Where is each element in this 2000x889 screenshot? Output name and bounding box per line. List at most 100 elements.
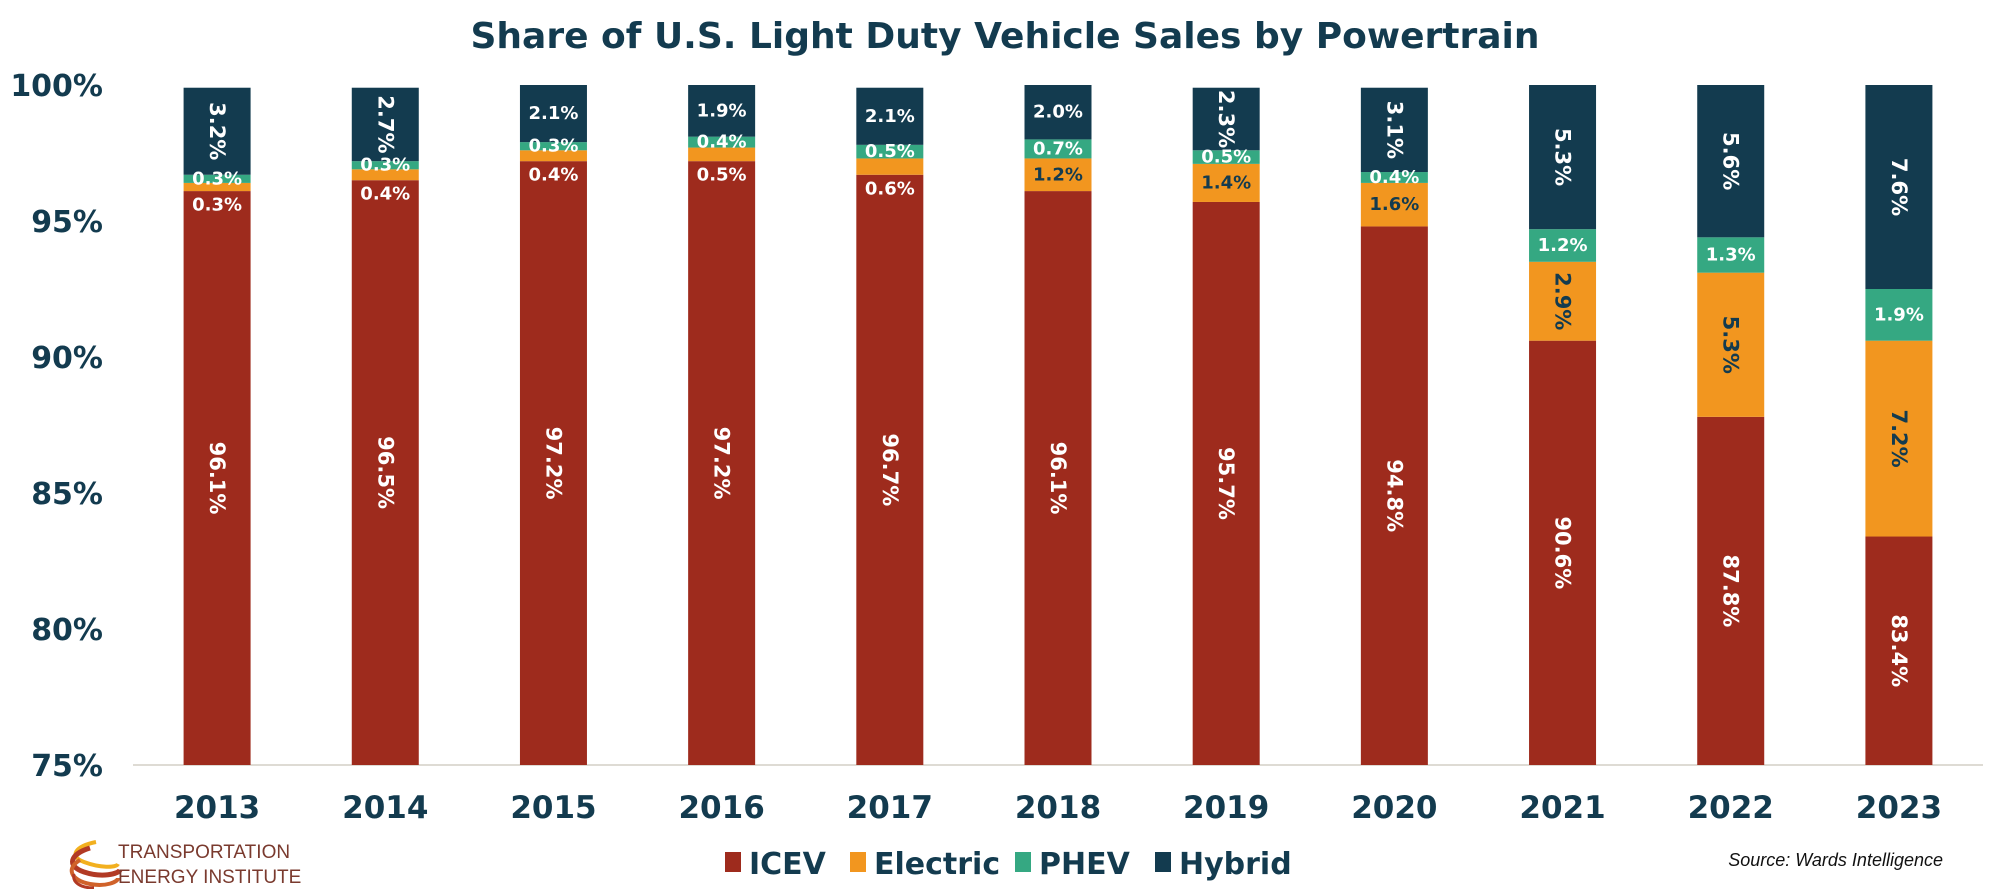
data-label-electric: 0.4% [528, 165, 578, 186]
data-label-icev: 90.6% [1551, 516, 1575, 589]
data-label-electric: 0.6% [865, 178, 915, 199]
bar-segment-electric [351, 169, 419, 181]
bar-stack-2023: 83.4% 7.2% 1.9% 7.6% [1865, 85, 1933, 765]
x-tick-label: 2014 [342, 790, 428, 826]
x-tick-label: 2022 [1688, 790, 1774, 826]
data-label-icev: 96.5% [373, 436, 397, 509]
bar-stack-2018: 96.1% 1.2% 0.7% 2.0% [1024, 85, 1092, 765]
logo-line2: ENERGY INSTITUTE [118, 867, 301, 888]
bar-segment-icev [856, 174, 924, 765]
bar-segment-icev [1024, 191, 1092, 765]
bar-segment-hybrid [351, 87, 419, 162]
bar-segment-electric [1192, 163, 1260, 202]
bar-segment-hybrid [1192, 87, 1260, 151]
bar-segment-icev [1529, 340, 1597, 765]
data-label-phev: 1.9% [1874, 304, 1924, 325]
data-label-phev: 1.3% [1706, 245, 1756, 266]
legend-swatch [725, 852, 741, 872]
logo-line1: TRANSPORTATION [118, 842, 290, 863]
x-tick-label: 2017 [847, 790, 933, 826]
bar-segment-electric [1024, 158, 1092, 192]
legend-label: PHEV [1039, 847, 1131, 882]
x-tick-label: 2018 [1015, 790, 1101, 826]
data-label-hybrid: 2.0% [1033, 102, 1083, 123]
data-label-icev: 95.7% [1214, 447, 1238, 520]
legend-item-phev: PHEV [1015, 847, 1131, 882]
logo: TRANSPORTATION ENERGY INSTITUTE [69, 840, 301, 889]
bar-segment-hybrid [856, 87, 924, 145]
bar-segment-hybrid [688, 85, 756, 137]
y-tick-label: 75% [31, 749, 103, 784]
bar-segment-phev [519, 142, 587, 151]
bar-stack-2014: 96.5% 0.4% 0.3%2.7% [351, 87, 419, 765]
bar-segment-hybrid [1529, 85, 1597, 230]
y-tick-label: 95% [31, 205, 103, 240]
x-tick-label: 2016 [678, 790, 764, 826]
bar-segment-electric [1360, 182, 1428, 227]
data-label-icev: 96.1% [1046, 442, 1070, 515]
legend-label: Electric [874, 847, 1000, 882]
y-axis: 75% 80% 85% 90% 95% 100% [10, 69, 103, 784]
bar-segment-phev [1360, 172, 1428, 183]
data-label-icev: 94.8% [1382, 459, 1406, 532]
bar-segment-icev [1192, 201, 1260, 765]
bar-segment-hybrid [1865, 85, 1933, 289]
data-label-electric: 0.4% [360, 184, 410, 205]
bar-segment-phev [1697, 237, 1765, 273]
bar-segment-phev [1865, 289, 1933, 341]
x-tick-label: 2013 [174, 790, 260, 826]
bar-stack-2013: 96.1% 0.3% 0.3% 3.2% [183, 87, 251, 765]
data-label-phev: 0.5% [865, 141, 915, 162]
legend-swatch [1015, 852, 1031, 872]
data-label-electric: 0.5% [697, 165, 747, 186]
bar-segment-hybrid [183, 87, 251, 175]
data-label-hybrid: 7.6% [1887, 158, 1911, 216]
bar-segment-electric [1529, 261, 1597, 341]
bar-stack-2022: 87.8% 5.3% 1.3% 5.6% [1697, 85, 1765, 765]
legend-item-electric: Electric [850, 847, 1000, 882]
bar-stack-2017: 96.7% 0.6% 0.5% 2.1% [856, 87, 924, 765]
bar-segment-hybrid [519, 85, 587, 143]
bar-segment-hybrid [1697, 85, 1765, 238]
bar-segment-electric [183, 182, 251, 192]
data-label-phev: 0.4% [697, 132, 747, 153]
data-label-electric: 1.6% [1369, 194, 1419, 215]
legend-label: ICEV [749, 847, 827, 882]
source-note: Source: Wards Intelligence [1728, 850, 1943, 870]
bar-stack-2019: 95.7% 1.4% 0.5%2.3% [1192, 87, 1260, 765]
data-label-icev: 83.4% [1887, 614, 1911, 687]
x-tick-label: 2021 [1519, 790, 1605, 826]
x-axis: 2013 2014 2015 2016 2017 2018 2019 2020 2021 2022… [174, 790, 1942, 826]
legend-swatch [1155, 852, 1171, 872]
bar-segment-electric [1865, 340, 1933, 537]
bar-segment-phev [1024, 139, 1092, 159]
bars: 96.1%0.3%0.3%3.2%96.5%0.4%0.3%2.7%97.2%0… [183, 85, 1933, 765]
data-label-phev: 0.3% [192, 168, 242, 189]
bar-segment-icev [688, 161, 756, 765]
data-label-electric: 0.3% [192, 195, 242, 216]
legend-item-icev: ICEV [725, 847, 827, 882]
data-label-hybrid: 2.1% [865, 106, 915, 127]
data-label-electric: 7.2% [1887, 409, 1911, 467]
data-label-electric: 1.4% [1201, 172, 1251, 193]
bar-segment-phev [183, 174, 251, 183]
bar-segment-hybrid [1360, 87, 1428, 173]
data-label-hybrid: 2.1% [528, 103, 578, 124]
y-tick-label: 80% [31, 613, 103, 648]
bar-segment-electric [688, 147, 756, 162]
data-label-hybrid: 2.7% [373, 95, 397, 153]
bar-segment-icev [1360, 226, 1428, 765]
y-tick-label: 85% [31, 477, 103, 512]
data-label-icev: 96.1% [205, 442, 229, 515]
y-tick-label: 90% [31, 341, 103, 376]
data-label-hybrid: 5.3% [1551, 128, 1575, 186]
logo-swirl-icon [69, 840, 123, 889]
x-tick-label: 2023 [1856, 790, 1942, 826]
data-label-hybrid: 3.1% [1382, 101, 1406, 159]
bar-segment-phev [856, 144, 924, 159]
legend-label: Hybrid [1179, 847, 1292, 882]
chart-title: Share of U.S. Light Duty Vehicle Sales b… [470, 16, 1539, 57]
data-label-hybrid: 1.9% [697, 100, 747, 121]
data-label-hybrid: 2.3% [1214, 90, 1238, 148]
